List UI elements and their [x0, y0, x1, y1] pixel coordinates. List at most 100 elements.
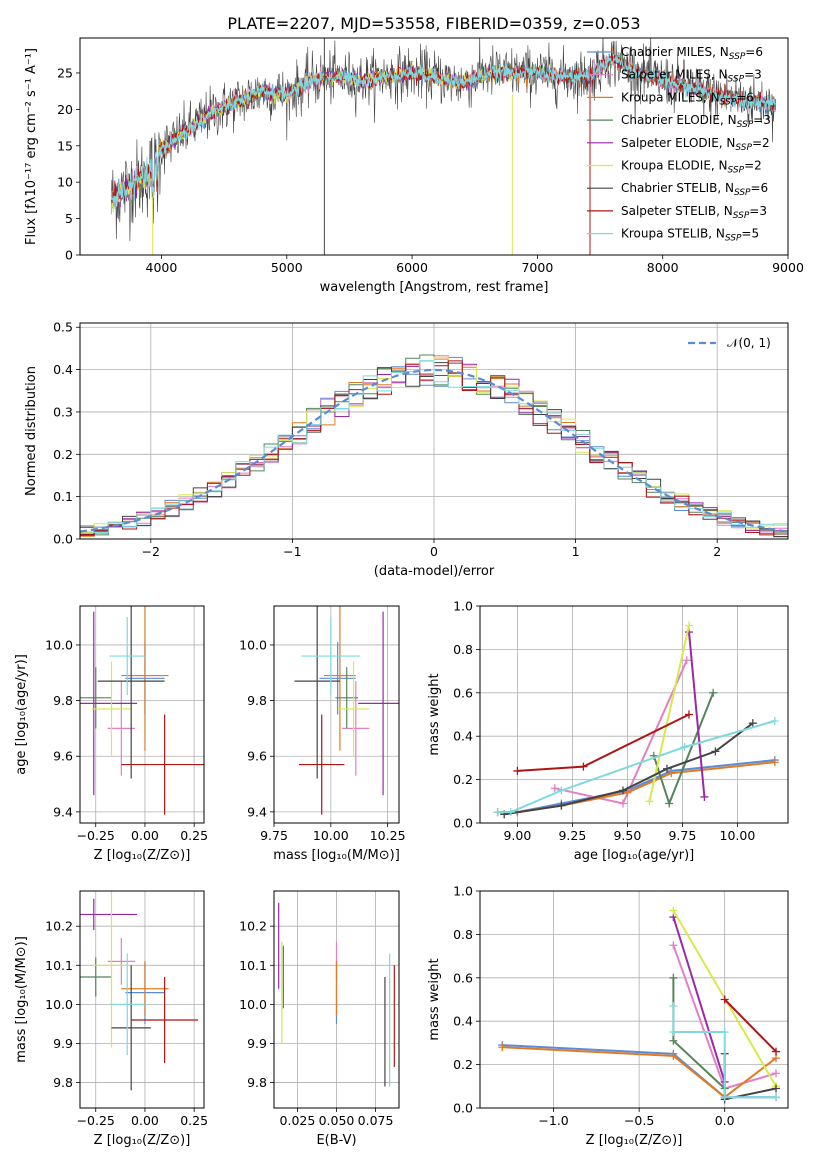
panel-weight_vs_age: 9.00 9.25 9.50 9.75 10.00 0.0 0.2 0.4 0.6 0.8 1.0 a… [427, 599, 789, 863]
x-tick-label: 0.00 [131, 1113, 159, 1128]
error-bar-point [91, 661, 132, 757]
legend-label-text: Chabrier ELODIE, N [621, 113, 737, 127]
legend-label-suffix: =3 [753, 113, 771, 127]
plot-area [278, 902, 395, 1087]
error-bar-point [111, 965, 151, 1091]
x-tick-label: 0.25 [180, 828, 208, 843]
plus-marker [770, 758, 779, 767]
legend-label-text: Salpeter ELODIE, N [621, 136, 735, 150]
y-tick-label: 5 [65, 211, 73, 226]
error-bar-point [335, 667, 359, 729]
legend-label-suffix: =3 [749, 204, 767, 218]
x-tick-label: 5000 [271, 260, 303, 275]
y-tick-label: 10.0 [45, 637, 73, 652]
gaussian-curve [80, 368, 788, 533]
plus-marker [709, 688, 718, 697]
y-tick-label: 1.0 [453, 599, 473, 614]
plus-marker [669, 941, 678, 950]
legend-label-suffix: =5 [741, 227, 759, 241]
plus-marker [623, 788, 632, 797]
error-bar-point [80, 957, 112, 997]
legend-label: Salpeter STELIB, NSSP=3 [621, 204, 767, 221]
error-bar-point [358, 611, 399, 796]
y-axis-label: Flux [fλ10⁻¹⁷ erg cm⁻² s⁻¹ A⁻¹] [24, 48, 39, 245]
y-tick-label: 9.8 [53, 1075, 73, 1090]
legend-label-sub: SSP [735, 143, 752, 153]
y-tick-label: 15 [57, 138, 73, 153]
y-tick-label: 10 [57, 175, 73, 190]
y-tick-label: 9.8 [247, 1075, 267, 1090]
x-tick-label: 9.50 [613, 828, 641, 843]
weight-series [500, 719, 757, 819]
axes-frame [79, 37, 789, 256]
legend-label: Chabrier STELIB, NSSP=6 [621, 181, 768, 198]
error-bar-point [109, 953, 145, 1056]
error-bar-point [131, 977, 199, 1064]
plus-marker [665, 799, 674, 808]
x-tick-label: 10.00 [720, 828, 756, 843]
plus-marker [669, 1051, 678, 1060]
x-tick-label: 9.00 [503, 828, 531, 843]
plot-area [80, 354, 788, 538]
x-axis-label: wavelength [Angstrom, rest frame] [320, 280, 549, 295]
x-tick-label: −1.0 [538, 1113, 568, 1128]
legend-label-suffix: =3 [744, 68, 762, 82]
plus-marker [669, 1036, 678, 1045]
plot-area [80, 891, 199, 1091]
error-bar-point [301, 617, 361, 696]
error-bar-point [337, 661, 370, 757]
legend-label: Chabrier ELODIE, NSSP=3 [621, 113, 771, 130]
error-bar-point [80, 611, 138, 796]
plus-marker [619, 799, 627, 808]
series-line [672, 977, 726, 1090]
error-bar-point [319, 642, 356, 715]
x-tick-label: −0.25 [77, 1113, 115, 1128]
axes-frame [479, 890, 789, 1109]
weight-series [720, 995, 781, 1056]
plot-area [294, 606, 399, 815]
plus-marker [720, 1028, 729, 1037]
legend-label-suffix: =6 [745, 45, 763, 59]
plus-marker [682, 656, 691, 665]
legend-label-suffix: =6 [751, 181, 769, 195]
x-tick-label: 2 [713, 544, 721, 559]
plus-marker [669, 1028, 678, 1037]
error-bar-point [299, 714, 345, 815]
y-tick-label: 9.6 [247, 749, 267, 764]
y-tick-label: 0.6 [453, 685, 473, 700]
plus-marker [667, 769, 676, 778]
plus-marker [513, 766, 522, 775]
x-tick-label: 6000 [396, 260, 428, 275]
chart-legend: 𝒩(0, 1) [688, 336, 771, 350]
legend-label-sub: SSP [720, 97, 737, 107]
axes-frame [79, 890, 205, 1109]
y-tick-label: 1.0 [453, 884, 473, 899]
y-tick-label: 10.0 [239, 997, 267, 1012]
weight-series [513, 710, 693, 775]
plot-area [110, 38, 776, 255]
plus-marker [720, 1093, 729, 1102]
legend-label: Kroupa STELIB, NSSP=5 [621, 227, 759, 244]
plus-marker [619, 786, 627, 795]
histogram-step [80, 360, 788, 533]
y-axis-label: mass weight [427, 958, 442, 1040]
error-bar-point [294, 606, 340, 779]
error-bar-point [80, 898, 138, 931]
x-tick-label: 9.25 [558, 828, 586, 843]
plot-area [80, 606, 204, 815]
x-tick-label: 9.75 [668, 828, 696, 843]
y-tick-label: 9.8 [247, 693, 267, 708]
panel-weight_vs_Z: −1.0 −0.5 0.0 0.0 0.2 0.4 0.6 0.8 1.0 Z [log₁₀(Z/… [427, 884, 789, 1148]
plus-marker [711, 747, 720, 756]
x-axis-label: Z [log₁₀(Z/Z⊙)] [94, 848, 191, 863]
plus-marker [506, 808, 515, 817]
x-tick-label: 10.00 [313, 828, 349, 843]
spectrum-line [110, 53, 776, 210]
plus-marker [498, 1043, 507, 1052]
figure-title: PLATE=2207, MJD=53558, FIBERID=0359, z=0… [227, 14, 640, 33]
plus-marker [772, 1047, 781, 1056]
series-line [672, 916, 726, 1083]
legend-label-suffix: =2 [744, 159, 762, 173]
plus-marker [680, 743, 689, 752]
